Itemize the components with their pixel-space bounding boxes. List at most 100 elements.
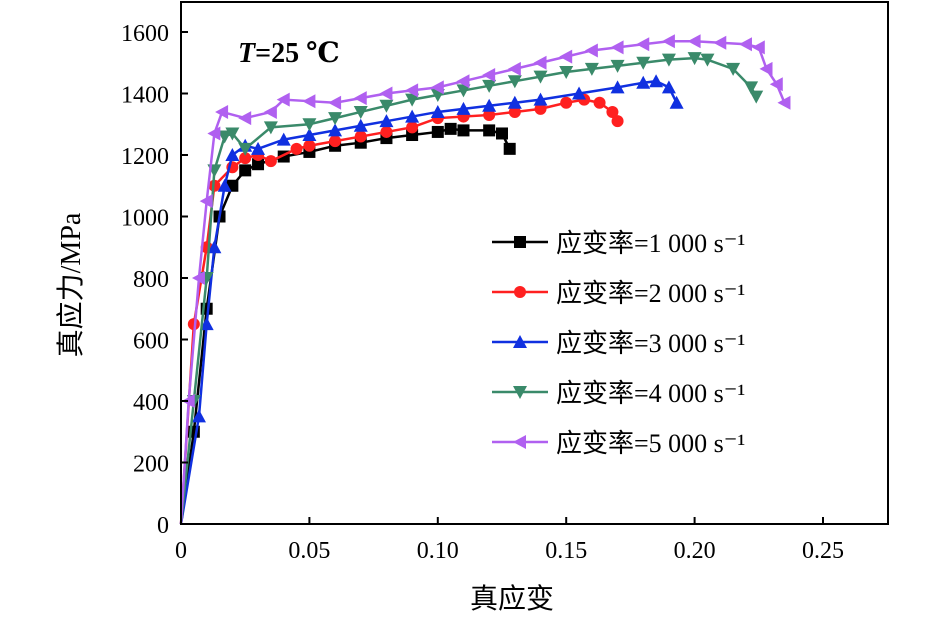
legend-marker [513, 386, 527, 399]
data-point-marker [483, 124, 496, 137]
legend-marker [513, 335, 527, 348]
data-point-marker [354, 130, 367, 143]
y-axis: 0 200 400 600 800 1000 1200 1400 1600 [121, 21, 188, 539]
data-point-marker [534, 102, 547, 115]
legend-entry: 应变率=4 000 s⁻¹ [492, 379, 745, 408]
data-point-marker [584, 43, 598, 58]
x-axis-label: 真应变 [470, 583, 554, 615]
series-1 [179, 122, 516, 525]
data-point-marker [379, 86, 393, 101]
data-point-marker [533, 92, 548, 106]
data-point-marker [649, 74, 664, 88]
data-point-marker [302, 94, 316, 109]
data-point-marker [239, 164, 252, 177]
data-point-marker [636, 56, 651, 70]
data-point-marker [303, 139, 316, 152]
y-tick-label: 1400 [121, 83, 169, 109]
data-point-marker [252, 158, 265, 171]
data-point-marker [749, 90, 764, 104]
data-point-marker [508, 105, 521, 118]
data-point-marker [661, 80, 676, 94]
data-point-marker [379, 99, 394, 113]
data-point-marker [238, 111, 252, 126]
series-layer [179, 34, 791, 525]
data-point-marker [744, 81, 759, 95]
data-point-marker [759, 61, 773, 76]
y-tick-label: 200 [133, 452, 169, 478]
series-2 [179, 93, 624, 525]
data-point-marker [264, 155, 277, 168]
data-point-marker [507, 95, 522, 109]
series-5 [179, 34, 791, 525]
x-tick-label: 0.25 [802, 538, 844, 564]
data-point-marker [483, 109, 496, 122]
data-point-marker [482, 68, 496, 83]
temperature-annotation: T=25 ℃ [238, 38, 340, 69]
data-point-marker [191, 271, 205, 285]
data-point-marker [353, 105, 368, 119]
data-point-marker [661, 53, 676, 67]
data-point-marker [713, 35, 727, 50]
data-point-marker [669, 95, 684, 109]
legend-label: 应变率=3 000 s⁻¹ [556, 329, 745, 358]
data-point-marker [611, 115, 624, 128]
y-tick-label: 0 [157, 513, 169, 539]
data-point-marker [405, 93, 420, 107]
x-tick-label: 0.10 [417, 538, 459, 564]
data-point-marker [606, 105, 619, 118]
x-tick-label: 0.20 [674, 538, 716, 564]
data-point-marker [430, 80, 444, 95]
data-point-marker [215, 104, 229, 119]
data-point-marker [405, 83, 419, 98]
data-point-marker [456, 101, 471, 115]
y-tick-label: 1000 [121, 206, 169, 232]
data-point-marker [661, 34, 675, 49]
legend-label: 应变率=2 000 s⁻¹ [556, 279, 745, 308]
legend-entry: 应变率=1 000 s⁻¹ [492, 229, 745, 258]
data-point-marker [584, 62, 599, 76]
data-point-marker [406, 121, 419, 134]
series-3 [179, 74, 684, 525]
data-point-marker [199, 194, 213, 209]
data-point-marker [503, 142, 516, 155]
data-point-marker [430, 104, 445, 118]
data-point-marker [636, 37, 650, 52]
data-point-marker [225, 127, 240, 141]
x-axis: 0 0.05 0.10 0.15 0.20 0.25 [175, 517, 844, 564]
data-point-marker [777, 95, 791, 110]
data-point-marker [726, 62, 741, 76]
data-point-marker [290, 142, 303, 155]
data-point-marker [610, 59, 625, 73]
legend-marker [514, 286, 526, 298]
legend-entry: 应变率=3 000 s⁻¹ [492, 329, 745, 358]
data-point-marker [738, 37, 752, 52]
data-point-marker [353, 91, 367, 106]
legend-label: 应变率=5 000 s⁻¹ [556, 429, 745, 458]
x-tick-label: 0.05 [288, 538, 330, 564]
data-point-marker [559, 49, 573, 64]
series-4 [179, 52, 764, 525]
data-point-marker [456, 74, 470, 89]
data-point-marker [225, 148, 240, 161]
data-point-marker [560, 96, 573, 109]
data-point-marker [482, 79, 497, 93]
data-point-marker [751, 40, 765, 55]
data-point-marker [238, 142, 253, 156]
data-point-marker [263, 121, 278, 135]
legend-label: 应变率=4 000 s⁻¹ [556, 379, 745, 408]
legend-marker [514, 236, 526, 248]
data-point-marker [496, 127, 508, 140]
data-point-marker [191, 409, 206, 423]
x-tick-label: 0 [175, 538, 187, 564]
y-tick-label: 1200 [121, 144, 169, 170]
data-point-marker [328, 95, 342, 110]
data-point-marker [302, 118, 317, 132]
y-axis-label: 真应力/MPa [55, 212, 87, 357]
y-tick-label: 1600 [121, 21, 169, 47]
data-point-marker [687, 52, 702, 66]
data-point-marker [636, 75, 651, 89]
y-tick-label: 800 [133, 267, 169, 293]
data-point-marker [572, 86, 587, 100]
data-point-marker [251, 141, 266, 155]
